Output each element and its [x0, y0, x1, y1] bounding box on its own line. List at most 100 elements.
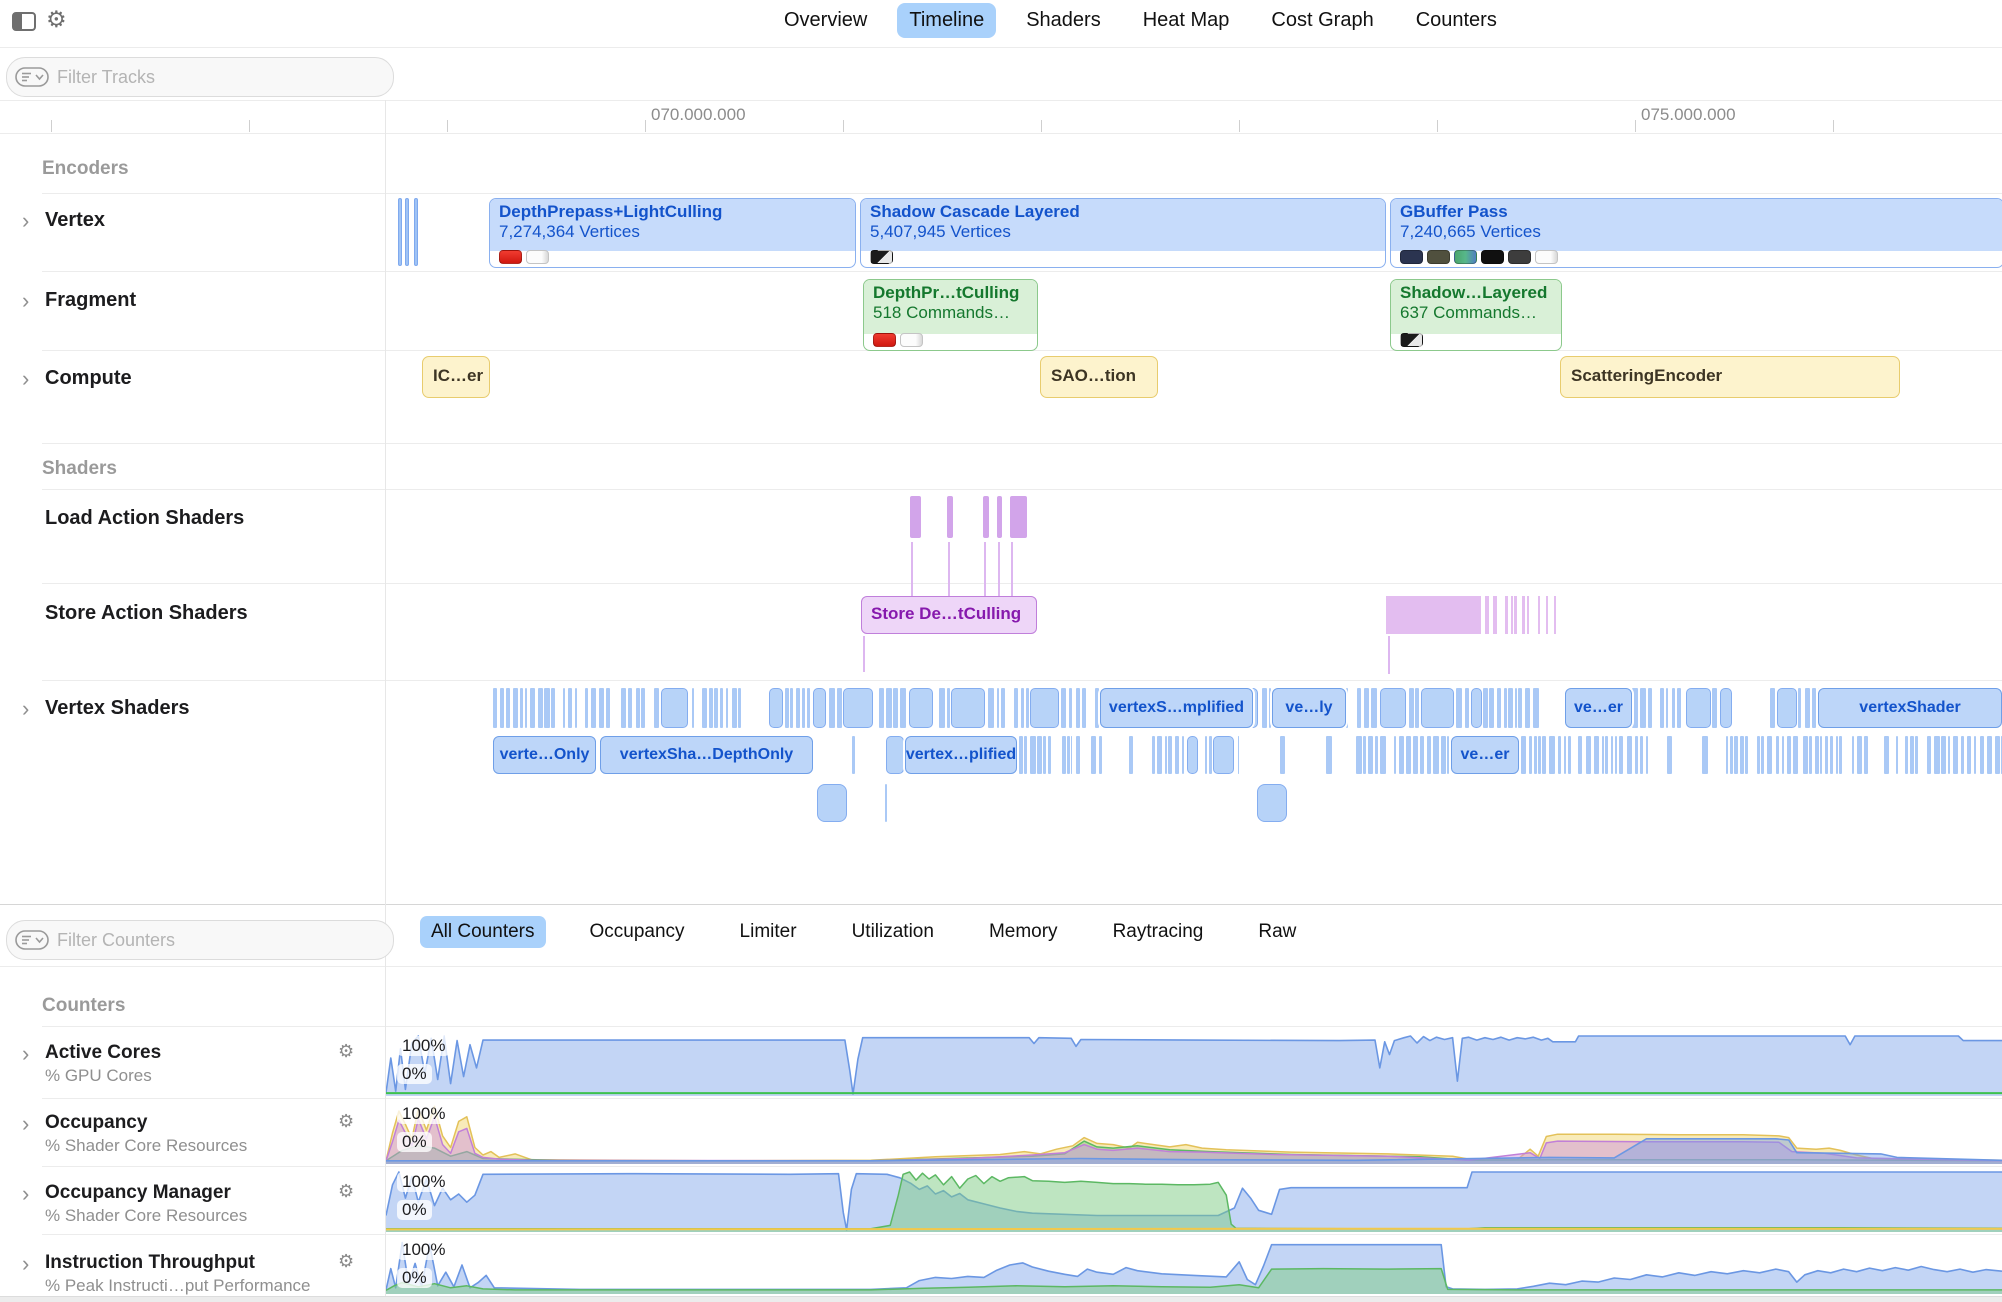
encoder-block-depthpr-tculling[interactable]: DepthPr…tCulling 518 Commands… [863, 279, 1038, 351]
shader-event-bar[interactable] [1770, 688, 1775, 728]
shader-event-bar[interactable] [1182, 736, 1185, 774]
shader-event-bar[interactable] [1766, 736, 1773, 774]
shader-event-bar[interactable] [1025, 688, 1029, 728]
shader-event-bar[interactable] [1610, 736, 1614, 774]
shader-event-bar[interactable] [1128, 736, 1134, 774]
shader-event-bar[interactable] [1174, 736, 1180, 774]
shader-event-bar[interactable] [640, 688, 645, 728]
shader-event-bar[interactable] [1659, 688, 1665, 728]
shader-event-bar[interactable] [1356, 688, 1362, 728]
shader-event-bar[interactable] [1593, 736, 1599, 774]
shader-event-bar[interactable] [1537, 736, 1541, 774]
shader-event-bar[interactable] [1729, 736, 1733, 774]
shader-event-bar[interactable] [591, 688, 597, 728]
shader-event-bar[interactable] [997, 688, 1000, 728]
shader-event-bar[interactable] [1740, 736, 1744, 774]
shader-event-bar[interactable] [829, 688, 835, 728]
chevron-right-icon[interactable]: › [22, 1251, 30, 1276]
shader-event-bar[interactable] [939, 688, 946, 728]
shader-event-bar[interactable] [1776, 688, 1797, 728]
shader-event-bar[interactable] [1426, 736, 1431, 774]
shader-event-bar[interactable] [837, 688, 843, 728]
vertex-event-bar[interactable] [405, 198, 409, 266]
shader-event-bar[interactable] [1647, 688, 1653, 728]
shader-event-bar[interactable] [1356, 736, 1362, 774]
shader-event-bar[interactable] [605, 688, 611, 728]
counter-tab-raw[interactable]: Raw [1258, 921, 1297, 942]
shader-event-bar[interactable] [1645, 736, 1648, 774]
shader-event-bar[interactable] [1261, 688, 1268, 728]
shader-event-bar[interactable] [908, 688, 933, 728]
counter-tab-utilization[interactable]: Utilization [851, 921, 934, 942]
store-action-region[interactable] [1386, 596, 1478, 634]
shader-event-bar[interactable] [1405, 736, 1412, 774]
shader-event-bar[interactable] [1558, 736, 1562, 774]
shader-event-bar[interactable] [1367, 736, 1373, 774]
counter-chart-instruction-throughput[interactable] [385, 1236, 2002, 1294]
shader-event-bar[interactable] [1508, 688, 1513, 728]
shader-event-bar[interactable] [1001, 688, 1005, 728]
sidebar-toggle-icon[interactable] [12, 12, 36, 31]
shader-event-bar[interactable] [1720, 688, 1732, 728]
shader-event-bar[interactable] [1676, 688, 1681, 728]
shader-event-bar[interactable] [1666, 736, 1673, 774]
shader-event-bar[interactable] [737, 688, 742, 728]
shader-event-bar[interactable] [1639, 736, 1644, 774]
shader-event-bar[interactable] [1830, 736, 1834, 774]
shader-event-bar[interactable] [584, 688, 589, 728]
shader-event-bar[interactable] [551, 688, 555, 728]
store-action-block[interactable]: Store De…tCulling [861, 596, 1037, 634]
shader-event-bar[interactable] [1804, 688, 1811, 728]
shader-event-bar[interactable] [1941, 736, 1946, 774]
shader-event-bar[interactable] [1863, 736, 1869, 774]
shader-event-bar[interactable] [1666, 688, 1669, 728]
shader-event-bar[interactable] [1824, 736, 1829, 774]
shader-event-bar[interactable] [524, 688, 528, 728]
shader-event-bar[interactable] [1269, 688, 1272, 728]
shader-event-bar[interactable] [1483, 688, 1488, 728]
shader-event-bar[interactable] [620, 688, 627, 728]
shader-event-bar[interactable] [1618, 736, 1624, 774]
store-action-event[interactable] [1554, 596, 1556, 634]
shader-event-bar[interactable] [1798, 688, 1802, 728]
shader-event-bar[interactable] [1213, 736, 1235, 774]
shader-event-bar[interactable] [1514, 688, 1517, 728]
compute-block-sao-tion[interactable]: SAO…tion [1040, 356, 1158, 398]
shader-event-bar[interactable] [1761, 736, 1764, 774]
shader-event-bar[interactable] [598, 688, 605, 728]
shader-event-bar[interactable] [1702, 736, 1708, 774]
shader-event-bar[interactable] [1521, 736, 1527, 774]
shader-event-bar[interactable] [714, 688, 718, 728]
shader-event-bar[interactable] [1326, 736, 1332, 774]
shader-event-bar[interactable] [513, 688, 519, 728]
sidebar-item-load-action-shaders[interactable]: Load Action Shaders [0, 505, 385, 535]
shader-event-bar[interactable] [1995, 736, 2000, 774]
shader-event-bar[interactable] [1909, 736, 1914, 774]
gear-icon[interactable]: ⚙ [338, 1181, 355, 1202]
tab-timeline[interactable]: Timeline [897, 3, 997, 38]
shader-event-bar[interactable] [1927, 736, 1931, 774]
load-action-event[interactable] [983, 496, 989, 538]
shader-event-bar[interactable] [1733, 736, 1738, 774]
counter-item-occupancy[interactable]: › Occupancy % Shader Core Resources ⚙ [0, 1110, 385, 1162]
store-action-event[interactable] [1485, 596, 1489, 634]
shader-event-block[interactable] [817, 784, 847, 822]
shader-event-bar[interactable] [785, 688, 790, 728]
shader-event-bar[interactable] [1497, 688, 1501, 728]
tab-heat-map[interactable]: Heat Map [1142, 9, 1230, 31]
store-action-event[interactable] [1492, 596, 1498, 634]
chevron-right-icon[interactable]: › [22, 288, 30, 313]
shader-event-bar[interactable] [1712, 688, 1717, 728]
chevron-right-icon[interactable]: › [22, 366, 30, 391]
shader-event-bar[interactable] [1152, 736, 1155, 774]
vertex-shader-block[interactable]: ve…er [1565, 688, 1632, 728]
shader-event-bar[interactable] [1503, 688, 1507, 728]
shader-event-bar[interactable] [843, 688, 873, 728]
vertex-shader-block[interactable]: vertexShader [1818, 688, 2002, 728]
gear-icon[interactable]: ⚙ [338, 1041, 355, 1062]
shader-event-bar[interactable] [1465, 688, 1470, 728]
shader-event-bar[interactable] [702, 688, 707, 728]
sidebar-item-vertex[interactable]: › Vertex [0, 207, 385, 237]
shader-event-bar[interactable] [1014, 688, 1019, 728]
vertex-shader-block[interactable]: ve…er [1451, 736, 1519, 774]
